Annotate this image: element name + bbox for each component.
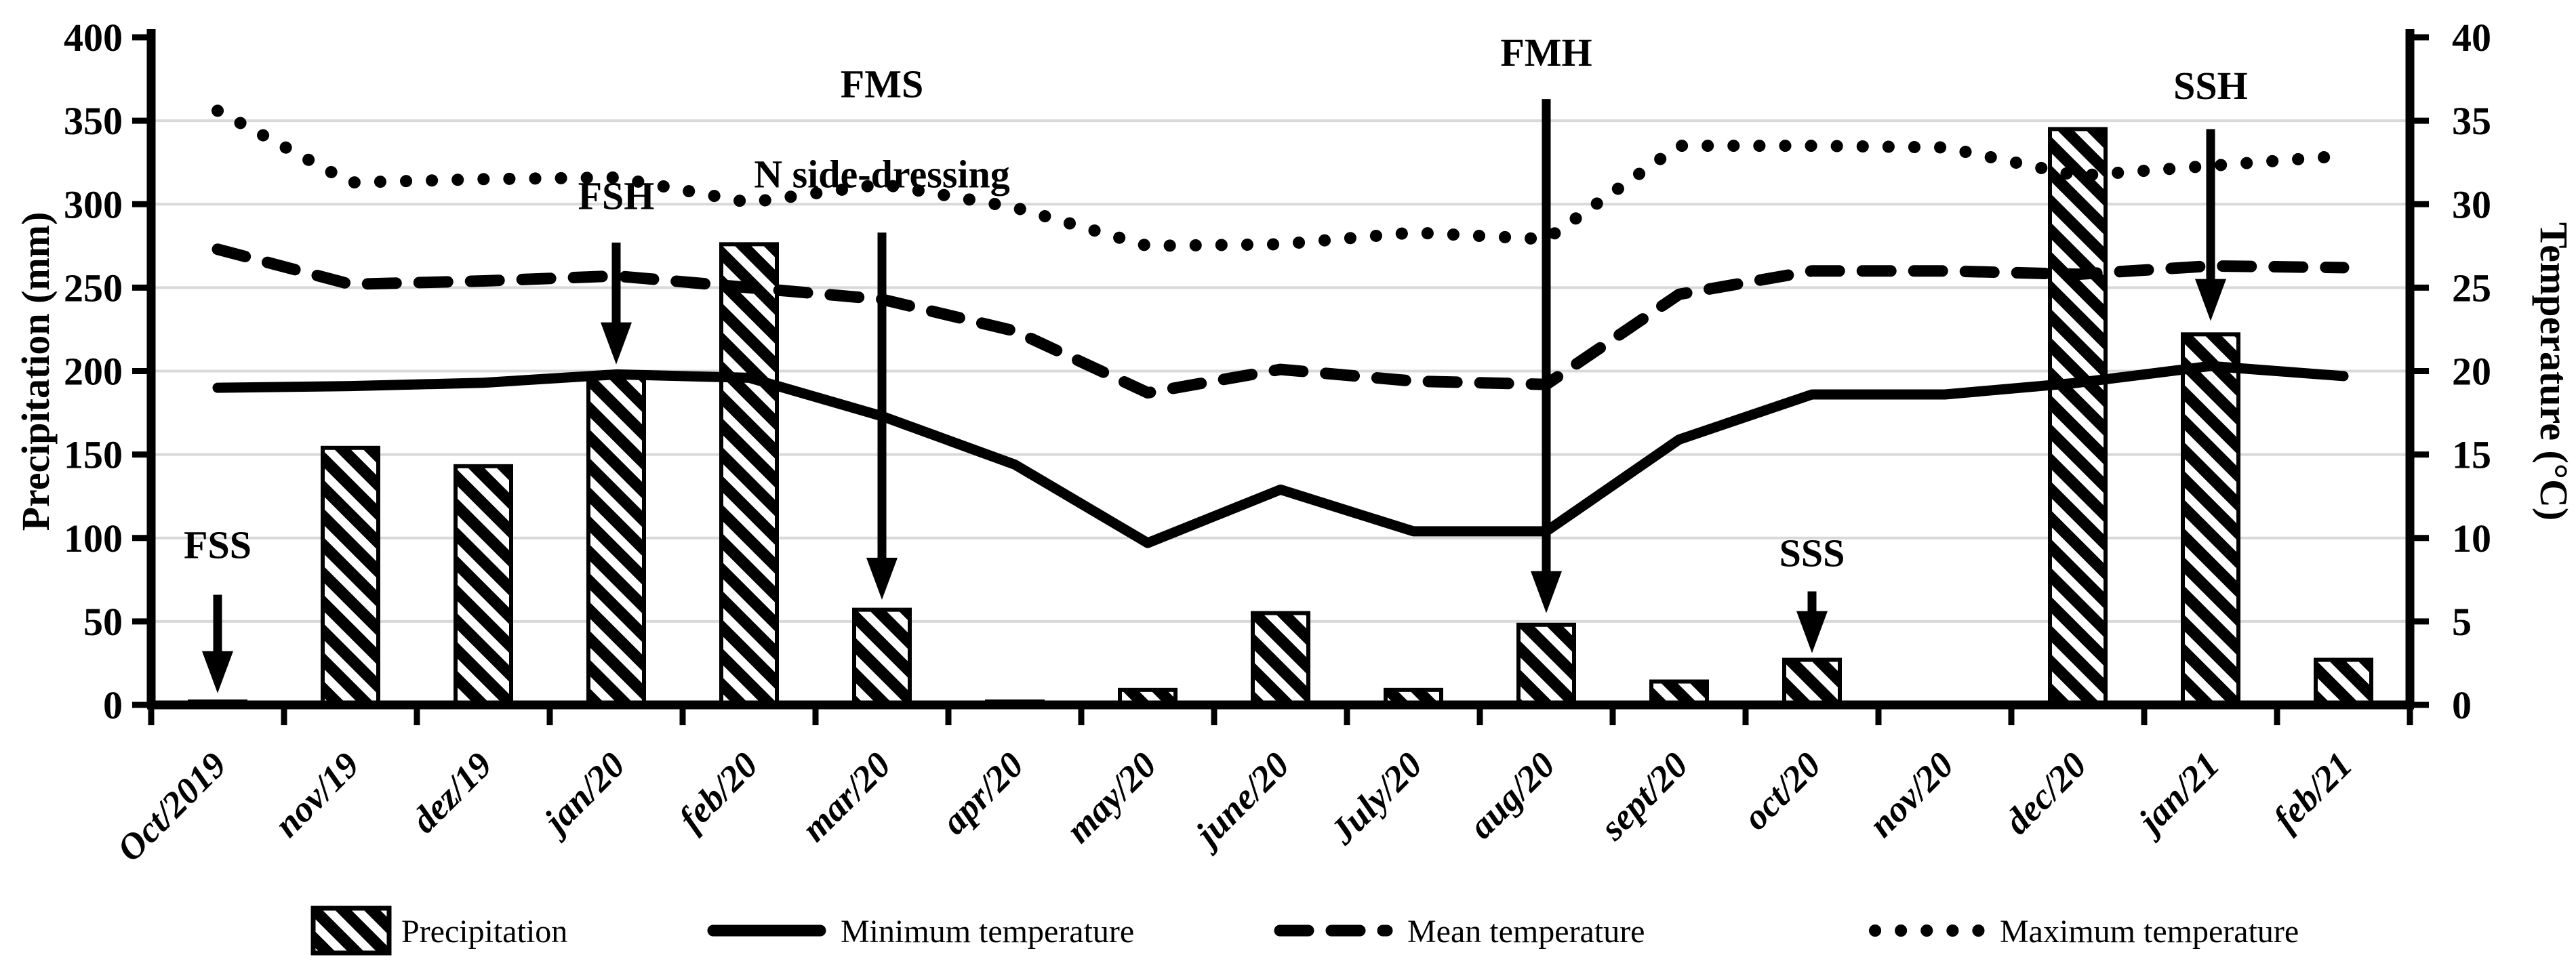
y-right-tick-label: 5 — [2452, 600, 2472, 644]
bar-feb/21 — [2314, 657, 2373, 708]
x-tick-label-Oct/2019: Oct/2019 — [109, 744, 235, 870]
legend-label-minimum-temperature: Minimum temperature — [841, 914, 1134, 950]
annotation-label: SSH — [2173, 64, 2248, 108]
y-left-tick-label: 200 — [64, 350, 123, 394]
annotation-arrow-head — [1531, 571, 1562, 613]
y-right-tick-label: 0 — [2452, 683, 2472, 727]
axes — [132, 29, 2429, 725]
y-left-tick-label: 350 — [64, 99, 123, 143]
tick-labels: 0 50 100 150 200 250 300 350 400 0 5 10 15 20 25 30 35 40… — [64, 16, 2491, 870]
annotation-label: FMH — [1500, 30, 1592, 75]
annotation-fsh: FSH — [578, 174, 655, 365]
annotations: FSS FSH FMS N side-dressing FMH SSS SSH — [184, 30, 2248, 693]
x-tick-label-jan/20: jan/20 — [533, 744, 633, 845]
x-tick-label-may/20: may/20 — [1058, 744, 1165, 851]
annotation-arrow-head — [601, 322, 632, 365]
annotation-arrow-head — [1796, 611, 1828, 653]
y-right-tick-label: 30 — [2452, 182, 2491, 226]
left-axis-title: Precipitation (mm) — [14, 212, 58, 531]
annotation-arrow-head — [202, 651, 233, 693]
x-tick-label-oct/20: oct/20 — [1735, 744, 1829, 838]
legend-label-precipitation: Precipitation — [401, 914, 567, 950]
y-left-tick-label: 100 — [64, 516, 123, 561]
x-tick-label-nov/19: nov/19 — [266, 744, 367, 845]
annotation-arrow-head — [866, 557, 898, 600]
mean-temperature-line — [212, 243, 2350, 399]
y-right-tick-label: 15 — [2452, 433, 2491, 477]
bar-june/20 — [1251, 611, 1310, 707]
annotation-label: FMS — [841, 62, 923, 106]
y-left-tick-label: 0 — [103, 683, 123, 727]
y-right-tick-label: 35 — [2452, 99, 2491, 143]
annotation-sublabel: N side-dressing — [754, 152, 1010, 197]
legend-label-maximum-temperature: Maximum temperature — [2000, 914, 2299, 950]
y-right-tick-label: 10 — [2452, 516, 2491, 561]
annotation-ssh: SSH — [2173, 64, 2248, 321]
bar-feb/20 — [719, 242, 779, 708]
x-tick-label-feb/21: feb/21 — [2266, 744, 2360, 839]
x-tick-label-aug/20: aug/20 — [1461, 744, 1563, 847]
bar-nov/19 — [321, 445, 380, 708]
y-left-tick-label: 300 — [64, 182, 123, 226]
annotation-arrow-head — [2195, 279, 2226, 321]
y-right-tick-label: 20 — [2452, 350, 2491, 394]
bar-dez/19 — [454, 464, 513, 707]
annotation-sss: SSS — [1779, 531, 1845, 653]
annotation-fmh: FMH — [1500, 30, 1592, 613]
legend-swatch-precipitation — [310, 906, 392, 956]
bar-oct/20 — [1782, 657, 1842, 708]
annotation-label: FSS — [184, 523, 251, 567]
x-tick-label-apr/20: apr/20 — [933, 744, 1031, 842]
x-tick-label-feb/20: feb/20 — [671, 744, 766, 839]
bar-jan/21 — [2181, 332, 2240, 707]
x-tick-label-nov/20: nov/20 — [1861, 744, 1962, 845]
y-left-tick-label: 250 — [64, 266, 123, 310]
y-right-tick-label: 25 — [2452, 266, 2491, 310]
temperature-lines — [212, 104, 2350, 548]
legend-label-mean-temperature: Mean temperature — [1407, 914, 1645, 950]
x-tick-label-june/20: june/20 — [1184, 744, 1297, 857]
y-right-tick-label: 40 — [2452, 16, 2491, 60]
maximum-temperature-line — [212, 104, 2350, 252]
minimum-temperature-line — [212, 361, 2349, 548]
bar-mar/20 — [852, 607, 912, 708]
gridlines — [151, 119, 2410, 623]
x-tick-label-sept/20: sept/20 — [1592, 744, 1695, 848]
x-tick-label-dec/20: dec/20 — [1996, 744, 2094, 842]
right-axis-title: Temperature (°C) — [2532, 222, 2576, 521]
precipitation-bars — [188, 127, 2373, 708]
legend: Precipitation Minimum temperature Mean t… — [310, 906, 2299, 956]
y-left-tick-label: 150 — [64, 433, 123, 477]
annotation-fms: FMS N side-dressing — [754, 62, 1010, 600]
x-tick-label-dez/19: dez/19 — [403, 744, 500, 840]
y-left-tick-label: 50 — [83, 600, 123, 644]
annotation-label: FSH — [578, 174, 655, 218]
annotation-label: SSS — [1779, 531, 1845, 575]
bar-dec/20 — [2048, 127, 2108, 707]
x-tick-label-jan/21: jan/21 — [2127, 744, 2228, 845]
y-left-tick-label: 400 — [64, 16, 123, 60]
x-tick-label-July/20: July/20 — [1322, 744, 1430, 853]
bar-jan/20 — [586, 373, 646, 707]
bar-aug/20 — [1516, 622, 1576, 707]
annotation-fss: FSS — [184, 523, 251, 693]
x-tick-label-mar/20: mar/20 — [794, 744, 899, 849]
